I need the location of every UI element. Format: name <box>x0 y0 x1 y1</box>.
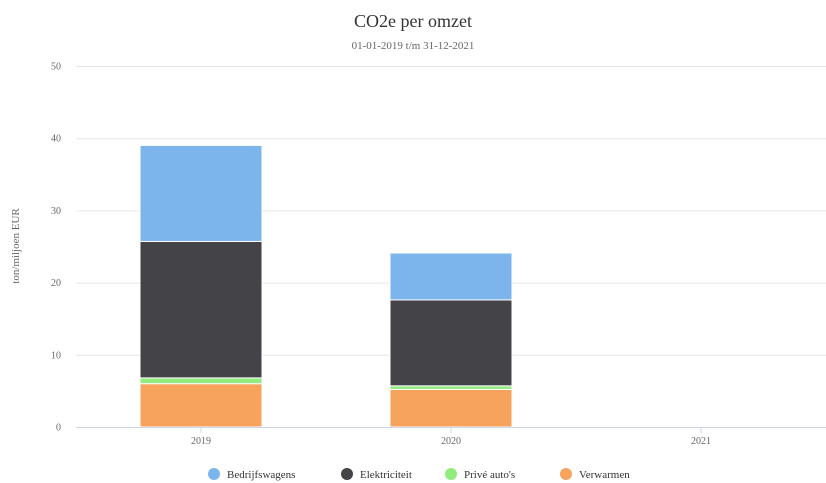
chart-title: CO2e per omzet <box>354 11 472 31</box>
legend-label[interactable]: Verwarmen <box>579 469 630 481</box>
y-tick-label: 10 <box>51 350 61 361</box>
bar-segment[interactable] <box>139 240 263 379</box>
bar-segment[interactable] <box>389 385 513 390</box>
x-tick-label: 2021 <box>691 436 711 447</box>
y-tick-label: 50 <box>51 62 61 73</box>
bar-segment[interactable] <box>389 299 513 387</box>
y-tick-label: 0 <box>56 423 61 434</box>
legend-label[interactable]: Bedrijfswagens <box>227 469 295 481</box>
y-axis-title: ton/miljoen EUR <box>10 208 22 284</box>
bar-segment[interactable] <box>139 377 263 385</box>
legend-label[interactable]: Elektriciteit <box>360 469 412 481</box>
y-tick-label: 20 <box>51 278 61 289</box>
x-tick-label: 2019 <box>191 436 211 447</box>
legend[interactable]: Bedrijfswagens Elektriciteit Privé auto's V… <box>208 468 630 481</box>
x-tick-label: 2020 <box>441 436 461 447</box>
legend-label[interactable]: Privé auto's <box>464 469 515 481</box>
legend-marker[interactable] <box>208 468 220 480</box>
bar-segment[interactable] <box>139 383 263 428</box>
bar-segment[interactable] <box>139 144 263 242</box>
y-tick-label: 40 <box>51 134 61 145</box>
legend-marker[interactable] <box>341 468 353 480</box>
bar-segment[interactable] <box>389 388 513 428</box>
legend-marker[interactable] <box>445 468 457 480</box>
bar-segment[interactable] <box>389 252 513 301</box>
bar-stacks[interactable] <box>139 144 513 428</box>
chart-subtitle: 01-01-2019 t/m 31-12-2021 <box>352 40 475 52</box>
legend-marker[interactable] <box>560 468 572 480</box>
axes: 0 10 20 30 40 50 2019 2020 2021 <box>51 62 826 447</box>
y-tick-label: 30 <box>51 206 61 217</box>
